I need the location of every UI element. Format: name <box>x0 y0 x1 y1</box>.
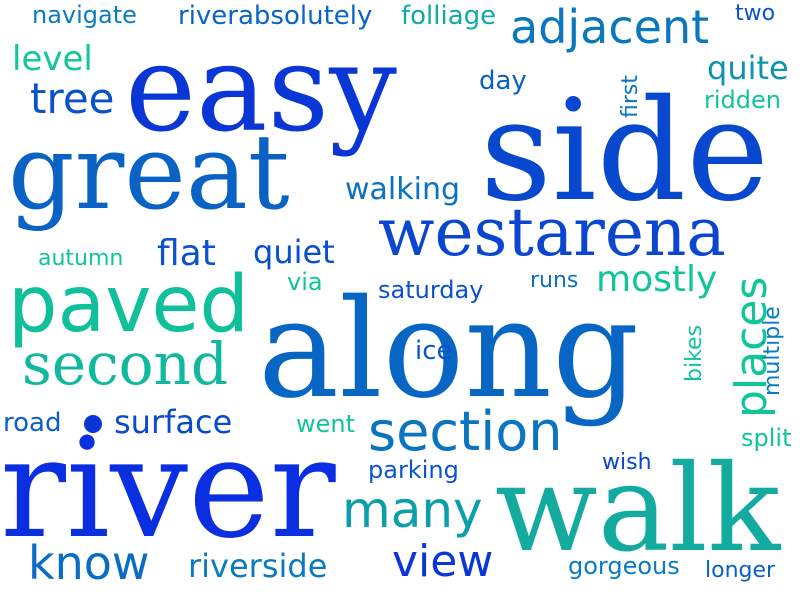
word-first: first <box>618 75 643 118</box>
word-easy: easy <box>125 20 397 159</box>
word-via: via <box>287 268 323 296</box>
word-quite: quite <box>707 49 789 87</box>
dot-marker <box>84 415 102 433</box>
word-navigate: navigate <box>32 1 137 29</box>
word-adjacent: adjacent <box>510 0 710 54</box>
word-riverabsolutely: riverabsolutely <box>178 1 373 31</box>
word-walk: walk <box>495 440 781 579</box>
word-know: know <box>28 536 150 590</box>
word-paved: paved <box>8 260 249 350</box>
word-second: second <box>22 330 228 398</box>
word-flat: flat <box>157 233 216 274</box>
word-ice: ice <box>415 336 453 366</box>
word-tree: tree <box>30 74 115 123</box>
word-quiet: quiet <box>253 233 335 271</box>
word-mostly: mostly <box>596 259 718 300</box>
word-day: day <box>479 66 527 96</box>
word-went: went <box>296 410 356 438</box>
word-along: along <box>258 271 640 429</box>
word-folliage: folliage <box>401 1 497 31</box>
word-multiple: multiple <box>760 306 785 396</box>
word-surface: surface <box>114 403 233 441</box>
word-ridden: ridden <box>704 86 781 114</box>
word-side: side <box>480 70 770 233</box>
word-walking: walking <box>345 172 461 207</box>
word-autumn: autumn <box>38 246 124 271</box>
word-split: split <box>741 424 792 452</box>
word-two: two <box>735 1 776 26</box>
word-gorgeous: gorgeous <box>568 552 680 580</box>
word-level: level <box>12 39 93 79</box>
word-riverside: riverside <box>188 547 328 585</box>
word-wish: wish <box>602 450 652 475</box>
word-bikes: bikes <box>682 324 707 382</box>
word-westarena: westarena <box>378 194 726 271</box>
word-river: river <box>0 408 336 569</box>
word-road: road <box>3 408 62 438</box>
word-many: many <box>342 481 483 539</box>
word-longer: longer <box>705 558 776 583</box>
word-runs: runs <box>530 268 579 293</box>
word-saturday: saturday <box>378 276 484 304</box>
word-view: view <box>392 536 494 587</box>
word-parking: parking <box>368 456 459 484</box>
word-section: section <box>368 400 563 463</box>
word-great: great <box>8 111 290 233</box>
